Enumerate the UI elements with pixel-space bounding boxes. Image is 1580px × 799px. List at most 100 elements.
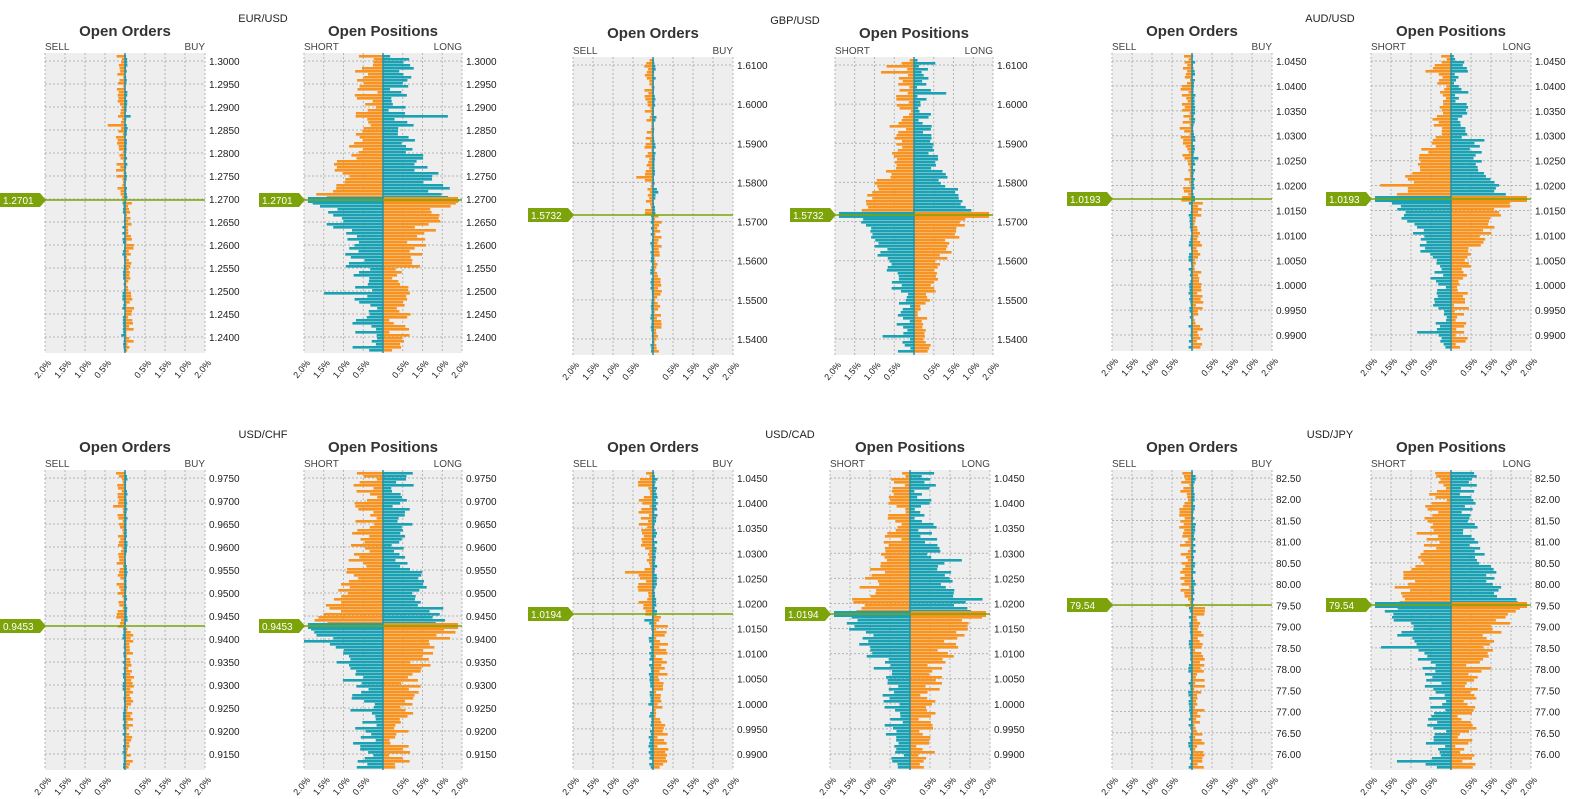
bar-right [910,502,930,505]
bar-right [653,550,657,553]
bar-left [343,220,383,223]
bar-left [354,502,383,505]
bar-right [125,109,127,112]
bar-left [359,136,383,139]
bar-left [122,520,125,523]
bar-left [376,334,383,337]
bar-right [1192,667,1201,670]
bar-left [325,604,383,607]
bar-right [383,652,434,655]
bar-right [1192,490,1194,493]
x-tick-label: 0.5% [92,775,113,797]
chart-title: Open Positions [1396,23,1506,40]
bar-left [651,670,653,673]
bar-right [1451,613,1508,616]
bar-right [653,754,668,757]
bar-right [125,532,127,535]
left-side-label: SELL [573,46,598,57]
bar-left [906,296,914,299]
bar-right [1192,139,1196,142]
bar-right [653,598,657,601]
bar-right [1451,757,1473,760]
bar-right [1451,571,1497,574]
y-tick-label: 1.5500 [737,296,768,307]
bar-left [878,242,914,245]
bar-right [1192,721,1200,724]
bar-left [1184,502,1192,505]
bar-right [125,106,127,109]
bar-right [383,241,408,244]
y-tick-label: 0.9900 [1535,331,1566,342]
bar-left [1187,70,1192,73]
bar-right [910,604,954,607]
bar-right [910,676,942,679]
bar-left [120,70,125,73]
bar-left [1189,166,1192,169]
bar-right [125,61,128,64]
bar-right [1192,274,1199,277]
bar-right [653,529,656,532]
bar-right [1451,322,1467,325]
bar-left [1413,625,1451,628]
bar-left [1190,739,1192,742]
bar-right [653,676,659,679]
bar-right [910,556,932,559]
bar-left [903,326,914,329]
bar-right [1451,541,1479,544]
bar-left [374,523,383,526]
bar-left [1190,727,1192,730]
bar-left [650,754,653,757]
bar-right [1192,295,1203,298]
bar-right [1451,286,1458,289]
bar-left [851,616,910,619]
bar-right [1451,208,1495,211]
bar-left [1436,547,1451,550]
bar-left [122,712,125,715]
bar-left [356,157,383,160]
bar-left [336,160,383,163]
bar-left [862,637,910,640]
bar-left [358,508,383,511]
bar-right [653,341,655,344]
bar-left [885,733,910,736]
bar-right [1451,328,1457,331]
bar-left [1181,481,1192,484]
bar-left [122,733,125,736]
bar-right [910,661,946,664]
bar-left [649,556,653,559]
bar-left [651,311,653,314]
bar-left [368,310,383,313]
bar-left [1438,511,1451,514]
x-tick-label: 2.0% [32,358,53,380]
x-tick-label: 2.0% [1259,775,1280,797]
bar-right [910,493,922,496]
bar-left [872,233,914,236]
bar-left [1411,622,1451,625]
bar-left [1407,187,1451,190]
y-tick-label: 0.9950 [1276,306,1307,317]
bar-right [910,742,929,745]
x-tick-label: 1.5% [1219,356,1240,378]
bar-left [1441,682,1451,685]
bar-right [383,157,424,160]
bar-left [887,532,910,535]
bar-right [653,619,660,622]
bar-left [117,487,125,490]
bar-right [1192,334,1199,337]
bar-left [316,193,383,196]
bar-right [1192,661,1200,664]
bar-left [1414,640,1451,643]
y-tick-label: 78.50 [1535,644,1560,655]
bar-right [383,160,417,163]
bar-right [910,703,932,706]
y-tick-label: 77.00 [1276,708,1301,719]
bar-right [1451,241,1484,244]
x-tick-label: 1.0% [1139,775,1160,797]
bar-right [653,535,656,538]
bar-right [653,634,665,637]
bar-left [1190,628,1192,631]
bar-left [118,553,125,556]
bar-left [1432,118,1451,121]
bar-right [1451,682,1467,685]
